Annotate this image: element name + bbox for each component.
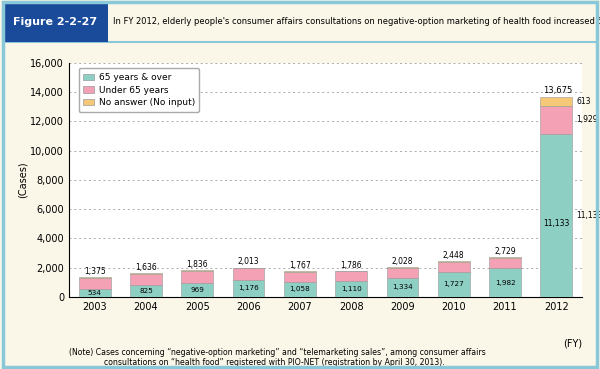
- Text: 2,013: 2,013: [238, 258, 259, 266]
- Bar: [130, 285, 162, 297]
- Bar: [181, 283, 213, 297]
- Text: 11,133: 11,133: [543, 219, 569, 228]
- Y-axis label: (Cases): (Cases): [17, 162, 28, 198]
- Text: 11,133: 11,133: [577, 211, 600, 220]
- Bar: [284, 271, 316, 272]
- Bar: [541, 106, 572, 134]
- Text: 534: 534: [88, 290, 101, 296]
- Text: In FY 2012, elderly people's consumer affairs consultations on negative-option m: In FY 2012, elderly people's consumer af…: [113, 17, 600, 26]
- Text: 1,176: 1,176: [238, 286, 259, 292]
- Text: 1,767: 1,767: [289, 261, 311, 270]
- Bar: [335, 272, 367, 281]
- Text: (Note) Cases concerning “negative-option marketing” and “telemarketing sales”, a: (Note) Cases concerning “negative-option…: [69, 348, 486, 367]
- Bar: [130, 273, 162, 274]
- Bar: [335, 271, 367, 272]
- Bar: [489, 268, 521, 297]
- Bar: [541, 97, 572, 106]
- Bar: [79, 289, 110, 297]
- Text: 613: 613: [577, 97, 591, 106]
- Legend: 65 years & over, Under 65 years, No answer (No input): 65 years & over, Under 65 years, No answ…: [79, 68, 199, 112]
- Text: 825: 825: [139, 288, 153, 294]
- Bar: [79, 277, 110, 289]
- Text: Figure 2-2-27: Figure 2-2-27: [13, 17, 97, 27]
- Bar: [386, 268, 418, 277]
- Text: 1,786: 1,786: [340, 261, 362, 270]
- Bar: [438, 272, 470, 297]
- Text: (FY): (FY): [563, 338, 582, 348]
- Bar: [541, 134, 572, 297]
- Bar: [181, 270, 213, 271]
- Text: 2,028: 2,028: [392, 257, 413, 266]
- Bar: [438, 262, 470, 272]
- Text: 1,727: 1,727: [443, 282, 464, 287]
- Bar: [284, 282, 316, 297]
- Text: 1,836: 1,836: [187, 260, 208, 269]
- Bar: [233, 280, 265, 297]
- Text: 1,636: 1,636: [135, 263, 157, 272]
- Bar: [438, 261, 470, 262]
- Text: 1,375: 1,375: [84, 267, 106, 276]
- Bar: [489, 258, 521, 268]
- Text: 13,675: 13,675: [543, 86, 572, 95]
- Bar: [130, 274, 162, 285]
- Text: 1,110: 1,110: [341, 286, 362, 292]
- Bar: [386, 277, 418, 297]
- Text: 969: 969: [190, 287, 204, 293]
- Text: 1,929: 1,929: [577, 115, 598, 124]
- Text: 1,982: 1,982: [494, 280, 515, 286]
- Bar: [335, 281, 367, 297]
- Bar: [233, 268, 265, 280]
- Bar: [489, 257, 521, 258]
- Bar: [181, 271, 213, 283]
- Text: 1,058: 1,058: [289, 286, 310, 292]
- Bar: [284, 272, 316, 282]
- Text: 2,448: 2,448: [443, 251, 464, 260]
- Text: 1,334: 1,334: [392, 284, 413, 290]
- Text: 2,729: 2,729: [494, 247, 516, 256]
